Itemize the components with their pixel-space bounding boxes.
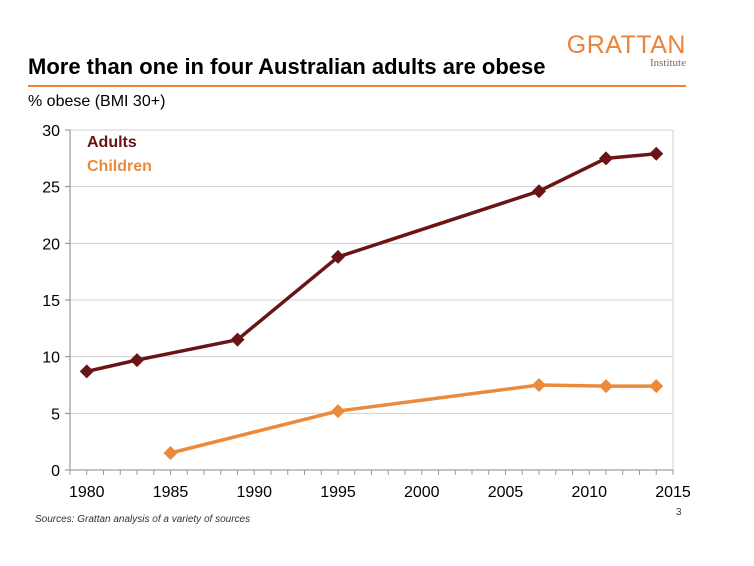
source-note: Sources: Grattan analysis of a variety o… <box>35 514 251 525</box>
y-tick-label: 25 <box>42 180 60 197</box>
y-tick-label: 30 <box>42 123 60 140</box>
children-point <box>163 446 178 460</box>
adults-point <box>599 151 613 166</box>
adults-point <box>79 364 94 379</box>
y-tick-label: 0 <box>51 463 60 480</box>
title-divider <box>28 85 686 87</box>
children-point <box>532 378 546 392</box>
adults-point <box>649 146 664 161</box>
children-series-line <box>170 383 657 455</box>
logo-wordmark: GRATTAN <box>566 31 686 59</box>
slide-title: More than one in four Australian adults … <box>28 54 546 79</box>
x-tick-label: 2000 <box>404 484 440 501</box>
page-number: 3 <box>676 507 682 518</box>
x-tick-label: 2010 <box>571 484 607 501</box>
children-point <box>599 379 613 394</box>
adults-point <box>532 184 546 199</box>
y-tick-label: 10 <box>42 350 60 367</box>
children-point <box>331 404 345 419</box>
x-tick-label: 1980 <box>69 484 105 501</box>
y-axis-label: % obese (BMI 30+) <box>28 93 166 110</box>
adults-point <box>230 332 245 347</box>
x-tick-label: 2015 <box>655 484 691 501</box>
legend-adults: Adults <box>87 134 137 151</box>
children-point <box>649 379 664 394</box>
grattan-logo: GRATTAN Institute <box>566 31 686 69</box>
y-tick-label: 20 <box>42 236 60 253</box>
x-tick-label: 2005 <box>488 484 524 501</box>
x-tick-label: 1990 <box>236 484 272 501</box>
y-tick-label: 5 <box>51 406 60 423</box>
x-tick-label: 1995 <box>320 484 356 501</box>
adults-point <box>331 249 345 264</box>
adults-point <box>130 353 144 368</box>
y-tick-label: 15 <box>42 293 60 310</box>
logo-subtitle: Institute <box>649 57 686 69</box>
x-tick-label: 1985 <box>153 484 189 501</box>
legend-children: Children <box>87 158 152 175</box>
